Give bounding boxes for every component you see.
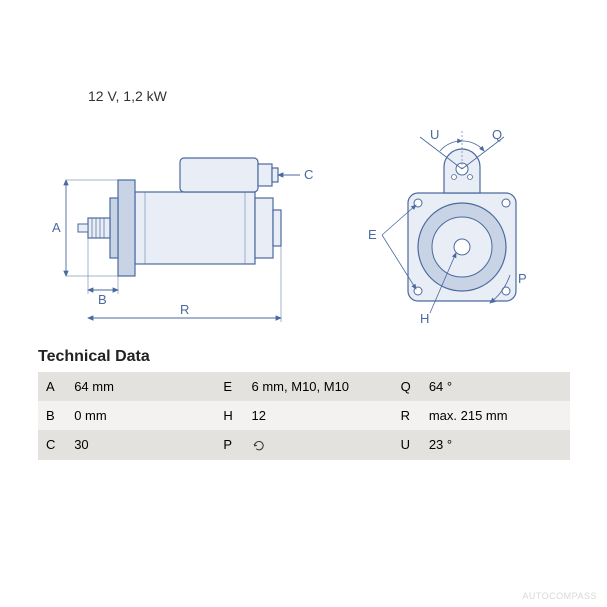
header-spec: 12 V, 1,2 kW	[88, 88, 167, 104]
table-row: B 0 mm H 12 R max. 215 mm	[38, 401, 570, 430]
cell-val: 64 °	[421, 372, 570, 401]
cell-val: 64 mm	[66, 372, 215, 401]
label-q: Q	[492, 127, 502, 142]
front-view: U Q E H P	[368, 127, 527, 326]
cell-key: E	[215, 372, 243, 401]
label-p: P	[518, 271, 527, 286]
cell-val: 12	[244, 401, 393, 430]
label-h: H	[420, 311, 429, 326]
label-c: C	[304, 167, 313, 182]
label-b: B	[98, 292, 107, 307]
cell-key: A	[38, 372, 66, 401]
label-r: R	[180, 302, 189, 317]
technical-data-title: Technical Data	[38, 348, 150, 366]
rotation-icon	[252, 437, 266, 452]
watermark: AUTOCOMPASS	[522, 591, 597, 601]
cell-key: Q	[393, 372, 421, 401]
cell-key: U	[393, 430, 421, 460]
label-e: E	[368, 227, 377, 242]
cell-val: 30	[66, 430, 215, 460]
cell-key: C	[38, 430, 66, 460]
technical-data-table: A 64 mm E 6 mm, M10, M10 Q 64 ° B 0 mm H…	[38, 372, 570, 460]
table-row: A 64 mm E 6 mm, M10, M10 Q 64 °	[38, 372, 570, 401]
side-view: A B R C	[52, 158, 313, 322]
cell-val	[244, 430, 393, 460]
cell-key: P	[215, 430, 243, 460]
label-a: A	[52, 220, 61, 235]
cell-key: H	[215, 401, 243, 430]
cell-val: 6 mm, M10, M10	[244, 372, 393, 401]
table-row: C 30 P U 23 °	[38, 430, 570, 460]
cell-val: 0 mm	[66, 401, 215, 430]
cell-key: R	[393, 401, 421, 430]
label-u: U	[430, 127, 439, 142]
cell-val: max. 215 mm	[421, 401, 570, 430]
cell-val: 23 °	[421, 430, 570, 460]
technical-diagram: A B R C	[40, 120, 570, 320]
cell-key: B	[38, 401, 66, 430]
